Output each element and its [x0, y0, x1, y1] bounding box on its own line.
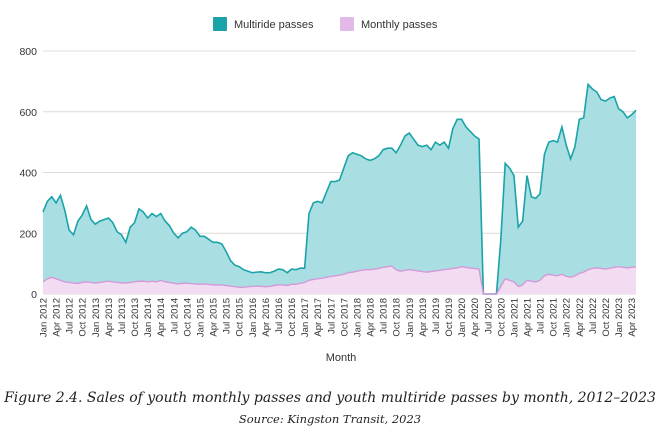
legend-label-monthly: Monthly passes: [361, 19, 438, 31]
legend-swatch-multiride: [213, 17, 227, 31]
x-tick-label: Apr 2016: [261, 298, 272, 337]
x-tick-label: Apr 2014: [156, 298, 167, 337]
x-tick-label: Apr 2015: [209, 298, 220, 337]
x-tick-label: Jan 2017: [300, 298, 311, 337]
legend: Multiride passes Monthly passes: [213, 17, 438, 31]
x-tick-label: Jul 2021: [536, 298, 547, 334]
x-tick-label: Jul 2018: [379, 298, 390, 334]
x-tick-label: Apr 2013: [104, 298, 115, 337]
x-tick-label: Oct 2013: [130, 298, 141, 337]
figure-source: Source: Kingston Transit, 2023: [238, 412, 422, 426]
x-tick-label: Apr 2021: [522, 298, 533, 337]
x-tick-label: Jul 2019: [431, 298, 442, 334]
legend-swatch-monthly: [340, 17, 354, 31]
multiride-line: [42, 82, 637, 295]
x-tick-label: Oct 2012: [78, 298, 89, 337]
x-tick-label: Jul 2017: [326, 298, 337, 334]
x-tick-label: Apr 2023: [627, 298, 638, 337]
x-tick-label: Jul 2022: [588, 298, 599, 334]
multiride-area: [43, 84, 636, 294]
y-tick-label: 0: [31, 289, 37, 301]
x-tick-label: Jan 2019: [405, 298, 416, 337]
x-tick-label: Oct 2021: [549, 298, 560, 337]
x-tick-label: Jan 2020: [457, 298, 468, 337]
x-tick-label: Jan 2015: [195, 298, 206, 337]
x-axis-ticks: Jan 2012 Apr 2012 Jul 2012 Oct 2012 Jan 2013…: [39, 298, 639, 337]
x-tick-label: Apr 2012: [52, 298, 63, 337]
y-tick-label: 400: [19, 168, 37, 180]
x-tick-label: Jan 2014: [143, 298, 154, 337]
x-tick-label: Jul 2020: [483, 298, 494, 334]
monthly-area: [43, 266, 636, 294]
x-tick-label: Jul 2013: [117, 298, 128, 334]
y-tick-label: 200: [19, 228, 37, 240]
x-tick-label: Jul 2016: [274, 298, 285, 334]
x-tick-label: Jan 2023: [614, 298, 625, 337]
monthly-line: [42, 265, 637, 295]
x-tick-label: Oct 2022: [601, 298, 612, 337]
x-tick-label: Jan 2013: [91, 298, 102, 337]
x-tick-label: Oct 2018: [392, 298, 403, 337]
x-tick-label: Apr 2017: [313, 298, 324, 337]
x-tick-label: Jul 2015: [222, 298, 233, 334]
x-tick-label: Jan 2021: [509, 298, 520, 337]
x-tick-label: Apr 2020: [470, 298, 481, 337]
legend-label-multiride: Multiride passes: [234, 19, 314, 31]
x-tick-label: Apr 2019: [418, 298, 429, 337]
y-tick-label: 800: [19, 46, 37, 58]
x-axis-title: Month: [326, 352, 357, 364]
x-tick-label: Jul 2012: [65, 298, 76, 334]
x-tick-label: Apr 2022: [575, 298, 586, 337]
x-tick-label: Apr 2018: [366, 298, 377, 337]
y-axis-ticks: 0 200 400 600 800: [19, 46, 37, 301]
figure-caption: Figure 2.4. Sales of youth monthly passe…: [4, 390, 656, 406]
x-tick-label: Jan 2012: [39, 298, 50, 337]
x-tick-label: Oct 2019: [444, 298, 455, 337]
x-tick-label: Oct 2020: [496, 298, 507, 337]
x-tick-label: Jul 2014: [169, 298, 180, 334]
x-tick-label: Oct 2015: [235, 298, 246, 337]
x-tick-label: Jan 2016: [248, 298, 259, 337]
x-tick-label: Jan 2018: [352, 298, 363, 337]
x-tick-label: Oct 2016: [287, 298, 298, 337]
x-tick-label: Oct 2014: [182, 298, 193, 337]
y-tick-label: 600: [19, 107, 37, 119]
x-tick-label: Jan 2022: [562, 298, 573, 337]
x-tick-label: Oct 2017: [339, 298, 350, 337]
